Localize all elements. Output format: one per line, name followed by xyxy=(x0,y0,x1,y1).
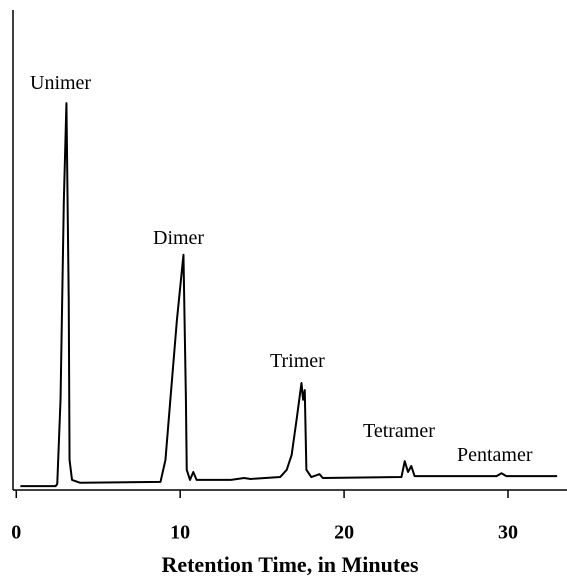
x-tick-label: 0 xyxy=(11,522,21,544)
annotation: Unimer xyxy=(30,72,91,94)
annotation: Pentamer xyxy=(457,444,533,466)
x-tick-label: 10 xyxy=(170,522,190,544)
annotation: Dimer xyxy=(153,227,204,249)
annotation: Trimer xyxy=(270,350,325,372)
x-tick-label: 30 xyxy=(498,522,518,544)
annotation: Tetramer xyxy=(363,420,435,442)
trace xyxy=(20,102,558,488)
x-axis-label: Retention Time, in Minutes xyxy=(161,552,419,577)
x-tick-label: 20 xyxy=(334,522,354,544)
